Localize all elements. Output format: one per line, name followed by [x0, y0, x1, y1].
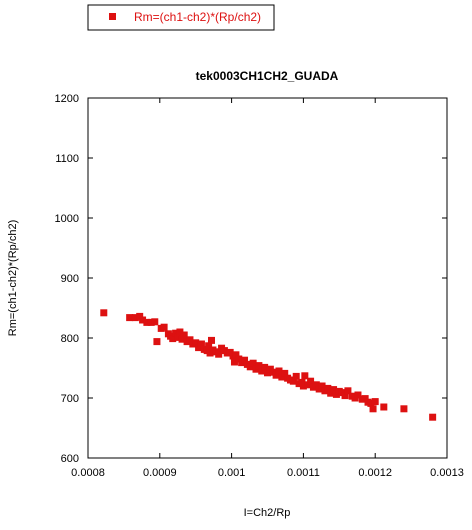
legend: Rm=(ch1-ch2)*(Rp/ch2) [87, 4, 275, 31]
plot-frame [87, 97, 448, 459]
data-point [147, 318, 155, 326]
y-tick-label: 1100 [55, 153, 79, 165]
data-point [139, 316, 147, 324]
data-point [172, 329, 180, 337]
data-point [186, 336, 194, 344]
data-point [292, 372, 300, 380]
data-point [136, 312, 144, 320]
data-point [169, 335, 177, 343]
y-tick-label: 700 [61, 393, 79, 405]
data-point [126, 314, 134, 322]
data-point [264, 369, 271, 377]
data-point [178, 335, 186, 343]
data-point [195, 344, 203, 352]
data-point [318, 382, 326, 390]
data-point [354, 391, 362, 399]
data-point [232, 351, 240, 359]
data-point [192, 339, 200, 347]
data-point [100, 309, 108, 317]
data-point [312, 381, 320, 389]
data-point [275, 367, 283, 375]
data-point [261, 363, 269, 371]
data-point [153, 338, 161, 346]
data-point [289, 377, 297, 385]
data-point [174, 333, 182, 341]
data-point [255, 362, 263, 370]
legend-marker [109, 13, 116, 20]
data-points [100, 309, 437, 421]
x-tick-label: 0.0008 [71, 467, 105, 479]
data-point [215, 350, 223, 358]
data-point [176, 328, 184, 336]
y-tick-label: 600 [61, 453, 79, 465]
y-axis-label: Rm=(ch1-ch2)*(Rp/ch2) [7, 220, 19, 336]
data-point [330, 386, 338, 394]
data-point [197, 340, 205, 348]
data-point [278, 373, 286, 381]
data-point [429, 413, 437, 421]
y-tick-label: 900 [61, 273, 79, 285]
legend-box [87, 4, 275, 31]
data-point [258, 367, 266, 375]
data-point [299, 382, 307, 390]
y-tick-label: 1000 [55, 213, 79, 225]
x-axis-label: I=Ch2/Rp [244, 507, 291, 519]
data-point [252, 365, 260, 373]
data-point [143, 318, 151, 326]
data-point [205, 342, 213, 350]
data-point [160, 323, 168, 331]
y-tick-label: 1200 [55, 93, 79, 105]
data-point [304, 381, 312, 389]
data-point [207, 336, 215, 344]
data-point [298, 378, 306, 386]
data-point [380, 403, 388, 411]
data-point [235, 355, 243, 363]
x-tick-label: 0.001 [218, 467, 246, 479]
x-tick-label: 0.0013 [430, 467, 464, 479]
data-point [131, 314, 139, 322]
data-point [341, 392, 349, 400]
data-point [327, 389, 335, 397]
chart-title: tek0003CH1CH2_GUADA [196, 69, 339, 83]
data-point [249, 359, 257, 367]
data-point [344, 387, 352, 395]
data-point [281, 369, 289, 377]
data-point [307, 377, 315, 385]
data-point [230, 358, 238, 366]
data-point [367, 399, 375, 407]
data-point [371, 398, 379, 406]
y-axis-ticks: 600 700 800 900 1000 1100 1200 [55, 93, 447, 465]
data-point [241, 356, 249, 364]
data-point [246, 363, 254, 371]
data-point [180, 331, 188, 339]
data-point [301, 372, 309, 380]
x-tick-label: 0.0012 [358, 467, 392, 479]
data-point [151, 318, 159, 326]
x-axis-ticks: 0.0008 0.0009 0.001 0.0011 0.0012 0.0013 [71, 98, 464, 479]
data-point [400, 405, 408, 413]
data-point [226, 348, 234, 356]
x-tick-label: 0.0011 [287, 467, 320, 479]
data-point [361, 395, 369, 403]
x-tick-label: 0.0009 [143, 467, 177, 479]
data-point [369, 405, 377, 413]
data-point [324, 384, 332, 392]
y-tick-label: 800 [61, 333, 79, 345]
data-point [272, 371, 280, 379]
legend-label: Rm=(ch1-ch2)*(Rp/ch2) [134, 10, 261, 24]
